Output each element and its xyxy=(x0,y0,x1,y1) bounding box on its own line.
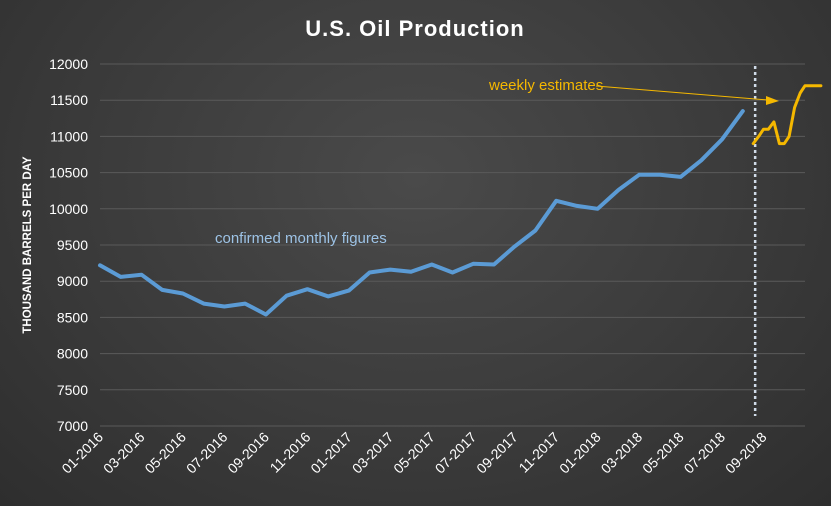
x-tick-label: 03-2018 xyxy=(598,429,646,477)
y-tick-labels: 7000 7500 8000 8500 9000 9500 10000 10500 11000 1… xyxy=(49,56,88,434)
y-tick-label: 8000 xyxy=(57,346,88,362)
x-tick-label: 01-2017 xyxy=(307,429,355,477)
y-axis-label: THOUSAND BARRELS PER DAY xyxy=(22,156,34,334)
x-tick-label: 07-2018 xyxy=(681,429,729,477)
y-tick-label: 11000 xyxy=(50,128,88,144)
y-tick-label: 12000 xyxy=(49,56,88,72)
x-tick-label: 01-2016 xyxy=(58,429,106,477)
y-tick-label: 10500 xyxy=(49,165,88,181)
annotation-arrow-line xyxy=(595,85,769,101)
annotations: confirmed monthly figures weekly estimat… xyxy=(215,77,779,247)
series-line-monthly xyxy=(98,109,745,317)
x-tick-label: 01-2018 xyxy=(556,429,604,477)
y-tick-label: 9000 xyxy=(57,273,88,289)
x-tick-label: 09-2018 xyxy=(722,429,770,477)
y-tick-label: 7500 xyxy=(57,382,88,398)
series-line-weekly xyxy=(751,84,823,146)
y-tick-label: 10000 xyxy=(49,201,88,217)
y-tick-label: 8500 xyxy=(57,309,88,325)
x-tick-label: 09-2016 xyxy=(224,429,272,477)
y-tick-label: 7000 xyxy=(57,418,88,434)
x-tick-label: 09-2017 xyxy=(473,429,521,477)
annotation-arrow-head xyxy=(766,96,779,105)
series-lines xyxy=(98,84,823,317)
x-tick-label: 05-2016 xyxy=(141,429,189,477)
gridlines xyxy=(100,63,805,427)
x-tick-labels: 01-201603-201605-201607-201609-201611-20… xyxy=(58,429,769,477)
x-tick-label: 07-2016 xyxy=(183,429,231,477)
x-tick-label: 05-2018 xyxy=(639,429,687,477)
x-tick-label: 03-2017 xyxy=(349,429,397,477)
x-tick-label: 05-2017 xyxy=(390,429,438,477)
x-tick-label: 11-2017 xyxy=(515,429,562,476)
x-tick-label: 07-2017 xyxy=(432,429,480,477)
y-tick-label: 11500 xyxy=(50,92,88,108)
x-tick-label: 11-2016 xyxy=(267,429,314,476)
x-tick-label: 03-2016 xyxy=(100,429,148,477)
annotation-weekly-estimates: weekly estimates xyxy=(488,77,603,94)
chart-title: U.S. Oil Production xyxy=(305,16,524,41)
annotation-confirmed-monthly: confirmed monthly figures xyxy=(215,230,387,247)
y-tick-label: 9500 xyxy=(57,237,88,253)
